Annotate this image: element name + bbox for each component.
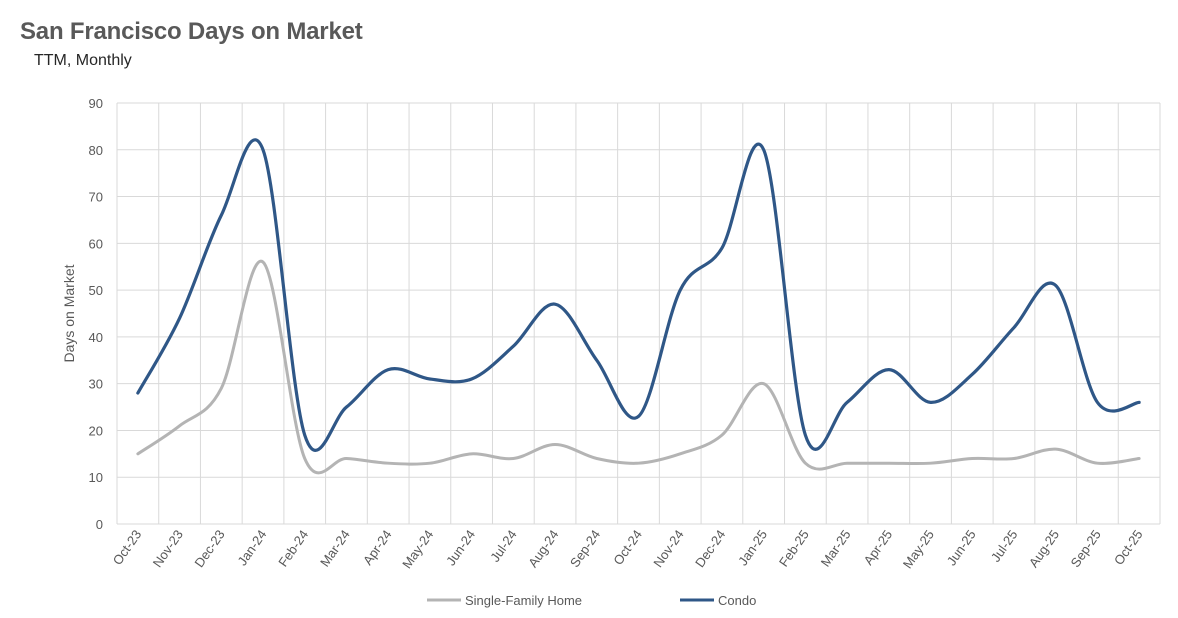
y-tick-label: 20 (89, 423, 103, 438)
x-tick-label: Dec-23 (191, 527, 227, 570)
x-tick-label: Apr-24 (360, 527, 395, 568)
x-tick-label: Jan-24 (234, 527, 269, 568)
x-tick-label: Dec-24 (692, 527, 728, 570)
y-tick-label: 70 (89, 190, 103, 205)
legend-label-single-family-home: Single-Family Home (465, 593, 582, 608)
x-tick-label: May-25 (900, 527, 937, 571)
x-tick-label: Jun-25 (944, 527, 979, 568)
legend: Single-Family Home Condo (427, 593, 756, 608)
chart-subtitle: TTM, Monthly (34, 52, 132, 69)
y-tick-label: 90 (89, 96, 103, 111)
y-tick-label: 10 (89, 470, 103, 485)
x-tick-label: May-24 (399, 527, 436, 571)
x-tick-label: Nov-24 (650, 527, 686, 570)
y-axis-title: Days on Market (61, 264, 77, 362)
y-tick-label: 30 (89, 377, 103, 392)
x-tick-label: Oct-25 (1111, 527, 1146, 568)
x-tick-label: Feb-24 (275, 527, 311, 569)
x-tick-label: Nov-23 (150, 527, 186, 570)
y-tick-label: 60 (89, 236, 103, 251)
x-tick-label: Jun-24 (443, 527, 478, 568)
x-axis-ticks: Oct-23 Nov-23 Dec-23 Jan-24 Feb-24 Mar-24 Apr-… (110, 527, 1146, 571)
y-tick-label: 50 (89, 283, 103, 298)
x-tick-label: Mar-25 (818, 527, 854, 569)
x-tick-label: Feb-25 (776, 527, 812, 569)
legend-label-condo: Condo (718, 593, 756, 608)
y-axis-ticks: 0 10 20 30 40 50 60 70 80 90 (89, 96, 103, 532)
x-tick-label: Jul-25 (988, 527, 1021, 565)
series-lines (136, 138, 1141, 475)
x-tick-label: Sep-25 (1068, 527, 1104, 570)
chart-title: San Francisco Days on Market (20, 18, 363, 45)
x-tick-label: Oct-24 (610, 527, 645, 568)
x-tick-label: Jul-24 (487, 527, 520, 565)
y-tick-label: 40 (89, 330, 103, 345)
y-tick-label: 80 (89, 143, 103, 158)
series-line-condo (136, 138, 1141, 452)
x-tick-label: Mar-24 (317, 527, 353, 569)
gridlines (116, 102, 1161, 525)
x-tick-label: Sep-24 (567, 527, 603, 570)
x-tick-label: Jan-25 (735, 527, 770, 568)
x-tick-label: Apr-25 (861, 527, 896, 568)
series-line-single-family-home (136, 259, 1141, 475)
x-tick-label: Aug-25 (1026, 527, 1062, 570)
y-tick-label: 0 (96, 517, 103, 532)
x-tick-label: Aug-24 (525, 527, 561, 570)
x-tick-label: Oct-23 (110, 527, 145, 568)
